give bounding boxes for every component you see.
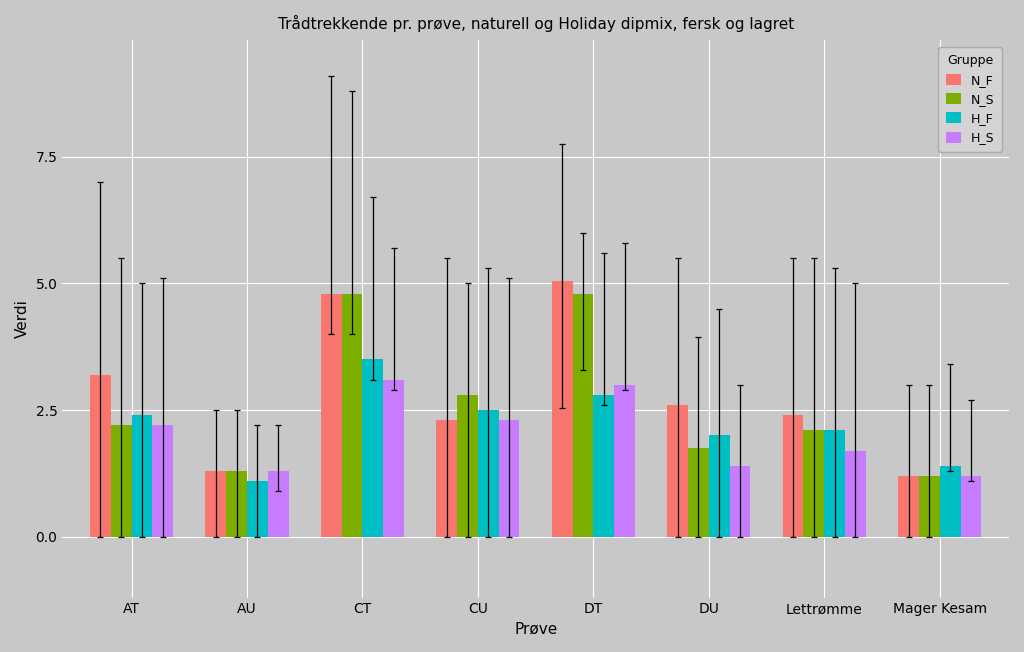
Bar xyxy=(131,415,153,537)
Bar xyxy=(593,395,614,537)
Bar xyxy=(478,410,499,537)
Y-axis label: Verdi: Verdi xyxy=(15,299,30,338)
Bar xyxy=(436,420,457,537)
Bar xyxy=(552,281,572,537)
Bar xyxy=(457,395,478,537)
Bar xyxy=(919,476,940,537)
Bar xyxy=(206,471,226,537)
Bar xyxy=(321,293,342,537)
Bar xyxy=(961,476,981,537)
Bar xyxy=(782,415,804,537)
Bar xyxy=(845,451,866,537)
Bar xyxy=(898,476,919,537)
Bar xyxy=(499,420,519,537)
Bar xyxy=(362,359,383,537)
Bar xyxy=(614,385,635,537)
Legend: N_F, N_S, H_F, H_S: N_F, N_S, H_F, H_S xyxy=(938,47,1001,152)
Bar xyxy=(111,425,131,537)
X-axis label: Prøve: Prøve xyxy=(514,622,557,637)
Bar xyxy=(709,436,730,537)
Bar xyxy=(90,375,111,537)
Bar xyxy=(268,471,289,537)
Bar xyxy=(940,466,961,537)
Bar xyxy=(824,430,845,537)
Bar xyxy=(153,425,173,537)
Bar xyxy=(688,448,709,537)
Bar xyxy=(572,293,593,537)
Bar xyxy=(226,471,247,537)
Bar xyxy=(730,466,751,537)
Bar xyxy=(668,405,688,537)
Title: Trådtrekkende pr. prøve, naturell og Holiday dipmix, fersk og lagret: Trådtrekkende pr. prøve, naturell og Hol… xyxy=(278,15,794,32)
Bar xyxy=(804,430,824,537)
Bar xyxy=(342,293,362,537)
Bar xyxy=(383,379,404,537)
Bar xyxy=(247,481,268,537)
